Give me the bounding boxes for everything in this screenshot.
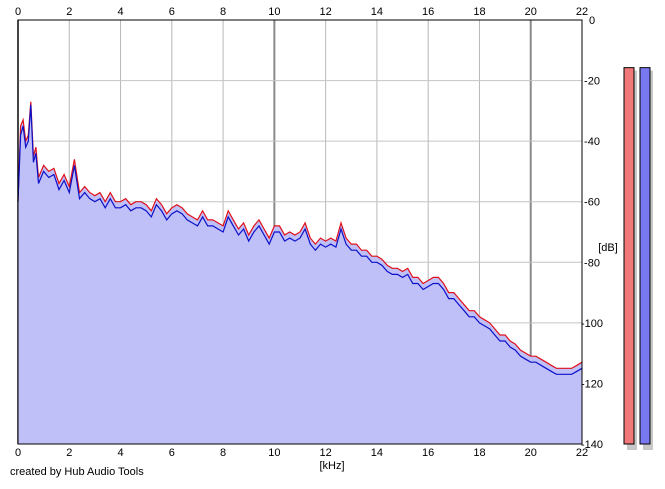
y-tick-label: -40	[584, 136, 600, 148]
y-tick-label: -120	[581, 378, 603, 390]
x-tick-label-bottom: 2	[66, 447, 72, 459]
x-tick-label-top: 4	[117, 6, 123, 18]
y-tick-label: -20	[584, 76, 600, 88]
x-tick-label-bottom: 6	[169, 447, 175, 459]
x-tick-label-top: 12	[320, 6, 332, 18]
y-axis-label: [dB]	[598, 242, 618, 254]
spectrum-area	[18, 101, 582, 445]
x-tick-label-bottom: 12	[320, 447, 332, 459]
x-tick-label-bottom: 10	[268, 447, 280, 459]
x-tick-label-top: 16	[422, 6, 434, 18]
x-tick-label-bottom: 8	[220, 447, 226, 459]
y-tick-label: -140	[581, 439, 603, 451]
x-tick-label-bottom: 18	[473, 447, 485, 459]
plot-frame	[17, 19, 583, 445]
y-tick-label: -80	[584, 257, 600, 269]
x-tick-label-top: 22	[576, 6, 588, 18]
x-tick-label-top: 14	[371, 6, 383, 18]
x-tick-label-top: 0	[15, 6, 21, 18]
x-tick-label-bottom: 20	[525, 447, 537, 459]
x-ticks-top: 0 2 4 6 8 10 12 14 16 18 20 22	[15, 6, 588, 18]
level-meter-2	[639, 67, 651, 445]
x-tick-label-top: 6	[169, 6, 175, 18]
level-meter-1	[623, 67, 635, 445]
x-tick-label-bottom: 4	[117, 447, 123, 459]
y-tick-label: -100	[581, 318, 603, 330]
x-ticks-bottom: 0 2 4 6 8 10 12 14 16 18 20 22	[15, 447, 588, 459]
x-tick-label-bottom: 14	[371, 447, 383, 459]
y-tick-label: -60	[584, 197, 600, 209]
x-tick-label-top: 8	[220, 6, 226, 18]
series-line-1	[17, 101, 583, 369]
series-line-2	[17, 104, 583, 375]
x-tick-label-bottom: 22	[576, 447, 588, 459]
x-tick-label-bottom: 0	[15, 447, 21, 459]
level-meters	[623, 67, 653, 451]
x-axis-label: [kHz]	[319, 460, 344, 472]
x-tick-label-top: 10	[268, 6, 280, 18]
y-tick-label: 0	[589, 15, 595, 27]
credit-text: created by Hub Audio Tools	[10, 466, 144, 478]
x-tick-label-top: 20	[525, 6, 537, 18]
x-tick-label-top: 18	[473, 6, 485, 18]
x-tick-label-top: 2	[66, 6, 72, 18]
x-tick-label-bottom: 16	[422, 447, 434, 459]
y-ticks: 0 -20 -40 -60 -80 -100 -120 -140	[581, 15, 603, 451]
spectrum-lines	[17, 101, 583, 375]
